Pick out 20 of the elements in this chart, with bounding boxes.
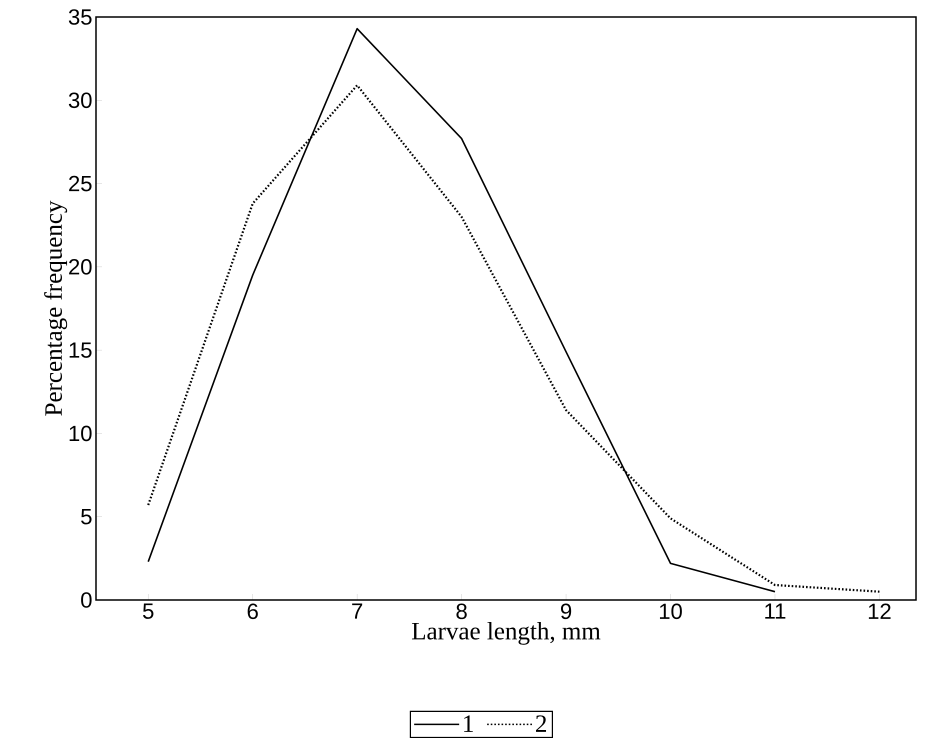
x-tick-label: 8 xyxy=(456,604,467,620)
x-tick-label: 7 xyxy=(352,604,362,619)
y-tick-label: 30 xyxy=(68,92,92,108)
x-tick-label: 6 xyxy=(248,604,258,620)
y-tick-label: 15 xyxy=(70,342,92,358)
x-axis-title: Larvae length, mm xyxy=(412,622,600,645)
y-tick-label: 35 xyxy=(68,9,92,25)
y-tick-label: 5 xyxy=(81,509,92,524)
y-tick-label: 25 xyxy=(69,176,92,192)
y-tick-label: 10 xyxy=(70,426,92,442)
y-axis-title: Percentage frequency xyxy=(44,200,68,416)
x-tick-label: 11 xyxy=(765,604,786,619)
x-tick-label: 9 xyxy=(560,604,572,620)
x-tick-label: 5 xyxy=(142,604,154,619)
x-tick-label: 10 xyxy=(660,604,682,620)
y-tick-label: 20 xyxy=(69,259,92,275)
legend-label: 1 xyxy=(464,715,473,732)
y-tick-label: 0 xyxy=(81,592,92,608)
legend-label: 2 xyxy=(536,715,546,732)
x-tick-label: 12 xyxy=(868,604,891,619)
